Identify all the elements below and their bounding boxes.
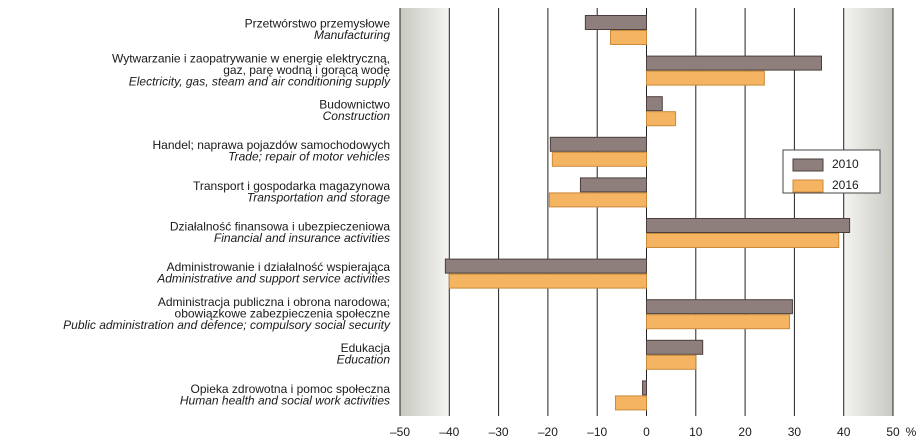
bar	[646, 339, 704, 355]
bar	[646, 233, 840, 248]
category-label: Administrowanie i działalność wspierając…	[167, 260, 391, 274]
category-label: Działalność finansowa i ubezpieczeniowa	[170, 219, 390, 233]
bar	[610, 30, 647, 45]
x-tick-label: 50	[886, 425, 900, 439]
x-tick-label: 0	[643, 425, 650, 439]
bar	[549, 136, 647, 152]
bar	[584, 15, 647, 30]
x-tick-label: –30	[489, 425, 509, 439]
category-label: Financial and insurance activities	[214, 231, 390, 245]
category-label: Wytwarzanie i zaopatrywanie w energię el…	[112, 51, 390, 65]
category-label: Administracja publiczna i obrona narodow…	[158, 295, 390, 309]
bar	[646, 314, 790, 330]
category-label: obowiązkowe zabezpieczenia społeczne	[175, 306, 391, 320]
bar	[646, 299, 793, 315]
bar	[579, 177, 647, 193]
bar	[646, 111, 677, 127]
x-tick-label: –10	[587, 425, 607, 439]
bar	[646, 55, 823, 71]
x-tick-label: 40	[837, 425, 851, 439]
category-label: Electricity, gas, steam and air conditio…	[129, 74, 391, 88]
category-label: Handel; naprawa pojazdów samochodowych	[153, 138, 390, 152]
category-label: Human health and social work activities	[180, 393, 390, 407]
category-label: Construction	[323, 109, 391, 123]
bar	[551, 151, 647, 167]
x-tick-label: 20	[738, 425, 752, 439]
category-label: Opieka zdrowotna i pomoc społeczna	[191, 382, 391, 396]
x-tick-label: –50	[390, 425, 410, 439]
legend-swatch	[792, 179, 824, 193]
bar	[548, 192, 648, 208]
category-label: gaz, parę wodną i gorącą wodę	[223, 63, 390, 77]
category-label: Budownictwo	[319, 98, 390, 112]
x-tick-label: 30	[788, 425, 802, 439]
bar	[444, 258, 647, 274]
category-label: Przetwórstwo przemysłowe	[245, 16, 391, 30]
category-label: Edukacja	[341, 341, 391, 355]
category-label: Administrative and support service activ…	[156, 272, 390, 286]
bar	[646, 96, 663, 112]
category-label: Trade; repair of motor vehicles	[228, 150, 390, 164]
category-label: Education	[337, 353, 391, 367]
bar	[614, 395, 647, 411]
x-tick-label: –40	[439, 425, 459, 439]
bar	[642, 380, 648, 396]
category-label: Manufacturing	[314, 28, 390, 42]
legend-label: 2016	[832, 178, 859, 192]
bar	[448, 273, 647, 289]
x-tick-label: 10	[689, 425, 703, 439]
category-label: Transportation and storage	[247, 190, 391, 204]
x-tick-label: –20	[538, 425, 558, 439]
legend-swatch	[792, 158, 824, 172]
category-label: Transport i gospodarka magazynowa	[193, 179, 390, 193]
legend-label: 2010	[832, 157, 859, 171]
x-axis-label: %	[906, 425, 917, 439]
bar	[646, 354, 697, 370]
bar	[646, 218, 851, 233]
bar	[646, 70, 765, 86]
category-label: Public administration and defence; compu…	[63, 318, 391, 332]
